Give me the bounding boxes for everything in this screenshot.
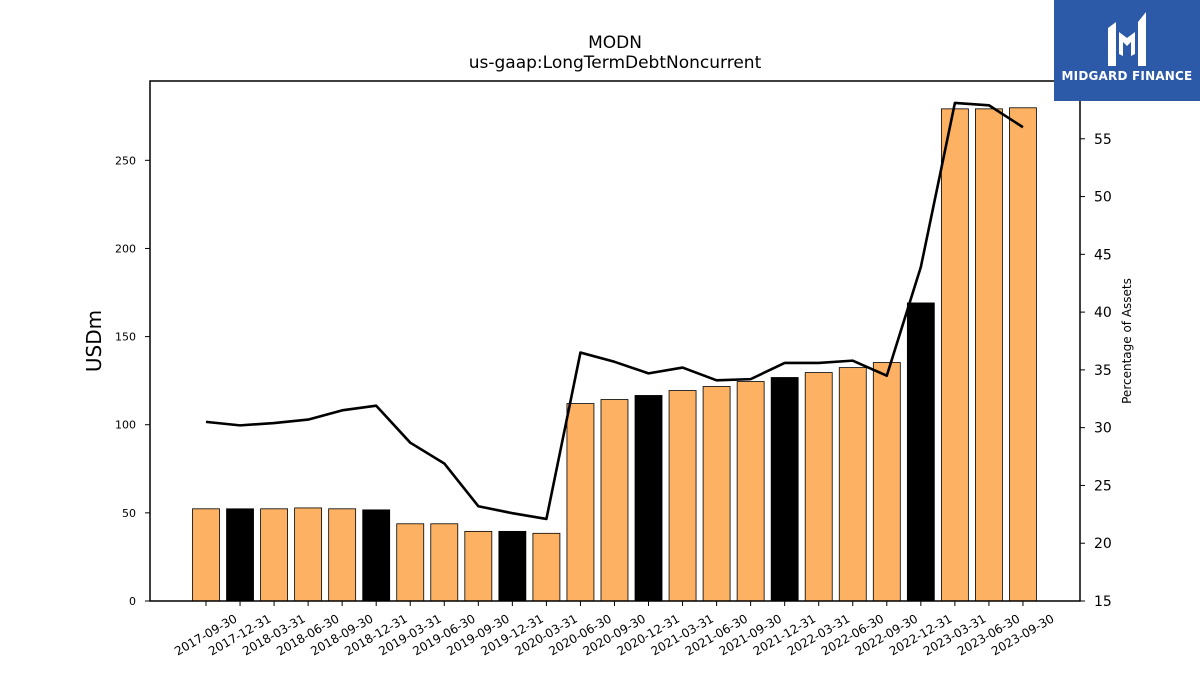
y-axis: 0 50 100 150 200 250 [115, 154, 150, 608]
y2-axis: 15 20 25 30 35 40 45 50 55 [1080, 132, 1112, 610]
y2-tick-label: 55 [1094, 132, 1112, 148]
bar-2021-09-30 [736, 381, 765, 602]
bar-2021-12-31 [770, 377, 799, 602]
bar-2019-09-30 [464, 530, 493, 602]
bar-2020-06-30 [566, 403, 595, 602]
y2-tick-label: 15 [1094, 594, 1112, 610]
bar-2023-06-30 [975, 108, 1003, 602]
bar-2017-12-31 [226, 508, 254, 602]
percentage-line [205, 101, 1024, 521]
plot-frame [149, 80, 1081, 602]
y2-tick-label: 45 [1094, 247, 1112, 263]
bar-2018-03-31 [260, 508, 288, 602]
bar-2021-06-30 [702, 386, 731, 602]
chart-title: MODN [588, 33, 642, 53]
bar-2018-06-30 [294, 507, 323, 602]
line-series [205, 101, 1024, 521]
bar-2020-09-30 [600, 399, 629, 602]
y-tick-label: 150 [115, 331, 136, 344]
y2-tick-label: 25 [1094, 478, 1112, 494]
bar-2019-12-31 [498, 530, 527, 602]
bar-2021-03-31 [668, 390, 697, 602]
chart-subtitle: us-gaap:LongTermDebtNoncurrent [469, 53, 762, 73]
y-axis-label: USDm [82, 310, 106, 372]
bar-2023-09-30 [1009, 107, 1037, 602]
bar-2022-06-30 [838, 367, 867, 602]
bar-2017-09-30 [192, 508, 220, 602]
midgard-finance-logo: MIDGARD FINANCE [1054, 0, 1200, 101]
bar-2022-03-31 [804, 372, 833, 602]
y2-tick-label: 40 [1094, 305, 1112, 321]
x-axis: 2017-09-302017-12-312018-03-312018-06-30… [172, 601, 1056, 658]
bar-2023-03-31 [940, 108, 969, 602]
y-tick-label: 50 [122, 507, 136, 520]
y2-tick-label: 50 [1094, 190, 1112, 206]
y-tick-label: 250 [115, 154, 136, 167]
bar-2020-12-31 [634, 395, 663, 602]
bar-2018-12-31 [362, 509, 391, 602]
bar-2018-09-30 [328, 508, 357, 602]
y-tick-label: 0 [129, 595, 136, 608]
y2-tick-label: 35 [1094, 363, 1112, 379]
bar-2022-12-31 [906, 302, 935, 602]
bar-2019-03-31 [396, 523, 425, 602]
bar-2020-03-31 [532, 532, 561, 602]
y-tick-label: 100 [115, 419, 136, 432]
y2-axis-label: Percentage of Assets [1120, 278, 1134, 404]
y2-tick-label: 20 [1094, 536, 1112, 552]
midgard-logo-icon [1108, 12, 1146, 66]
bar-series [192, 107, 1037, 602]
y-tick-label: 200 [115, 242, 136, 255]
bar-2019-06-30 [430, 523, 459, 602]
y2-tick-label: 30 [1094, 421, 1112, 437]
logo-text: MIDGARD FINANCE [1061, 69, 1193, 83]
bar-2022-09-30 [872, 362, 901, 602]
